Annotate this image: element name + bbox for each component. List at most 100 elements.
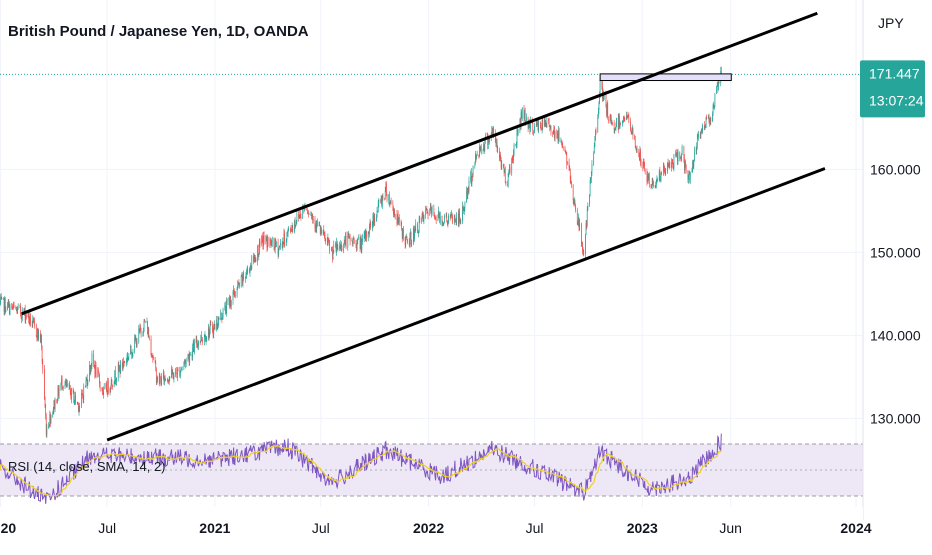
candle-body	[700, 133, 701, 139]
candle-body	[10, 306, 11, 315]
candle-body	[284, 233, 285, 246]
candle-body	[59, 390, 60, 396]
candle-body	[215, 324, 216, 329]
x-tick-label: 2022	[413, 520, 444, 536]
candle-body	[358, 237, 359, 238]
candle-body	[239, 283, 240, 286]
candle-body	[83, 387, 84, 400]
candle-body	[81, 393, 82, 405]
candle-body	[702, 125, 703, 131]
candle-body	[690, 172, 691, 180]
candle-body	[534, 126, 535, 130]
chart-title: British Pound / Japanese Yen, 1D, OANDA	[8, 23, 309, 40]
candle-body	[67, 384, 68, 386]
candle-body	[698, 135, 699, 137]
candle-body	[665, 172, 666, 173]
candle-body	[645, 169, 646, 172]
candle-body	[551, 126, 552, 132]
candle-body	[633, 128, 634, 136]
rsi-legend[interactable]: RSI (14, close, SMA, 14, 2)	[8, 459, 166, 474]
candle-body	[538, 123, 539, 130]
candle-body	[657, 179, 658, 180]
x-tick-label: Jun	[719, 520, 742, 536]
candle-body	[407, 239, 408, 242]
countdown-timer: 13:07:24	[869, 92, 924, 108]
candle-body	[198, 341, 199, 346]
candle-body	[460, 221, 461, 222]
candle-body	[415, 224, 416, 231]
y-tick-label: 130.000	[870, 410, 921, 426]
candle-body	[34, 322, 35, 325]
candle-body	[149, 338, 150, 339]
candle-body	[386, 183, 387, 194]
candle-body	[681, 154, 682, 160]
candle-body	[469, 181, 470, 192]
candle-body	[608, 119, 609, 121]
candle-body	[385, 191, 386, 198]
candle-body	[26, 315, 27, 317]
candle-body	[75, 395, 76, 402]
candle-body	[465, 202, 466, 207]
candle-body	[151, 339, 152, 355]
y-tick-label: 160.000	[870, 161, 921, 177]
candle-body	[456, 214, 457, 222]
candle-body	[256, 258, 257, 262]
candle-body	[567, 162, 568, 165]
candle-body	[715, 94, 716, 106]
candle-body	[624, 119, 625, 120]
candle-body	[96, 365, 97, 377]
candle-body	[145, 321, 146, 322]
candle-body	[243, 272, 244, 279]
candle-body	[137, 342, 138, 346]
candle-body	[313, 219, 314, 220]
candle-body	[716, 86, 717, 94]
candle-body	[329, 243, 330, 251]
candle-body	[292, 226, 293, 232]
candle-body	[100, 384, 101, 389]
candle-body	[272, 238, 273, 243]
candle-body	[124, 362, 125, 363]
candle-body	[333, 245, 334, 252]
resistance-box[interactable]	[600, 74, 731, 81]
candle-body	[452, 218, 453, 222]
candle-body	[585, 234, 586, 254]
candle-body	[87, 381, 88, 384]
candle-body	[280, 243, 281, 245]
y-tick-label: 150.000	[870, 244, 921, 260]
candle-body	[411, 243, 412, 244]
candle-body	[98, 370, 99, 372]
candle-body	[30, 314, 31, 324]
candle-body	[616, 118, 617, 127]
candle-body	[176, 370, 177, 374]
candle-body	[157, 377, 158, 381]
candle-body	[189, 356, 190, 362]
candle-body	[235, 295, 236, 296]
candle-body	[649, 176, 650, 185]
candle-body	[501, 164, 502, 168]
candle-body	[473, 166, 474, 177]
candle-body	[108, 381, 109, 393]
candle-body	[92, 354, 93, 366]
candle-body	[71, 388, 72, 399]
candle-body	[581, 224, 582, 243]
candle-body	[417, 224, 418, 233]
candle-body	[587, 210, 588, 225]
candle-body	[295, 221, 296, 225]
candle-body	[296, 214, 297, 222]
candle-body	[599, 104, 600, 110]
candle-body	[194, 343, 195, 352]
candle-body	[41, 335, 42, 347]
candle-body	[661, 173, 662, 175]
channel-upper-line[interactable]	[22, 13, 818, 314]
candle-body	[391, 200, 392, 203]
candle-body	[436, 219, 437, 221]
candle-body	[38, 333, 39, 337]
candle-body	[505, 169, 506, 182]
candle-body	[444, 216, 445, 222]
candle-body	[693, 161, 694, 166]
candle-body	[251, 256, 252, 268]
candle-body	[63, 387, 64, 388]
candle-body	[131, 346, 132, 353]
